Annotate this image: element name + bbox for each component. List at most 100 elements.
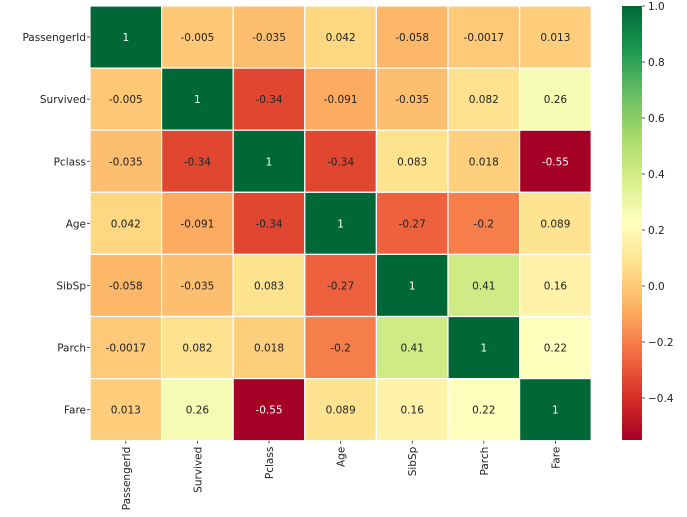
cell-value-label: -0.0017 [464, 32, 505, 44]
cell-value-label: 1 [552, 405, 559, 417]
cell-value-label: -0.55 [542, 156, 569, 168]
colorbar: 1.0 0.8 0.6 0.4 0.2 0.0 −0.2 −0.4 [622, 1, 674, 440]
cell-value-label: 0.089 [326, 405, 356, 417]
heatmap-cell [447, 378, 521, 442]
colorbar-tick-label: 0.0 [648, 281, 665, 293]
cell-value-label: 0.042 [111, 218, 141, 230]
x-tick-label: Fare [550, 447, 562, 469]
cell-value-label: 0.013 [111, 405, 141, 417]
heatmap-cell [161, 191, 234, 256]
x-tick-label: PassengerId [121, 447, 133, 511]
cell-value-label: -0.34 [184, 156, 211, 168]
colorbar-tick-label: −0.2 [648, 337, 674, 349]
heatmap-cell [518, 315, 592, 380]
cell-value-label: 1 [409, 280, 416, 292]
cell-value-label: 1 [337, 218, 344, 230]
heatmap-cell [89, 5, 163, 69]
cell-value-label: -0.34 [327, 156, 354, 168]
cell-value-label: 1 [480, 343, 487, 355]
cell-value-label: 1 [122, 32, 129, 44]
colorbar-tick-label: 0.6 [648, 113, 665, 125]
colorbar-tick-label: 0.8 [648, 57, 665, 69]
x-tick-label: Pclass [264, 447, 276, 479]
heatmap-cell [375, 67, 449, 131]
cell-value-label: 0.042 [326, 32, 356, 44]
colorbar-tick-label: 1.0 [648, 1, 665, 13]
y-tick-label: PassengerId [22, 32, 86, 44]
cell-value-label: -0.035 [252, 32, 286, 44]
cell-value-label: -0.058 [395, 32, 429, 44]
cell-value-label: -0.091 [324, 94, 358, 106]
heatmap-cell [89, 378, 163, 442]
heatmap-cell [161, 315, 234, 380]
heatmap-cell [232, 5, 306, 69]
heatmap-cell [375, 129, 449, 193]
cell-value-label: 0.22 [544, 343, 567, 355]
colorbar-gradient [622, 6, 642, 440]
colorbar-tick-label: 0.2 [648, 225, 665, 237]
cell-value-label: 0.16 [544, 280, 568, 292]
heatmap-cell [232, 378, 306, 442]
cell-value-label: 0.16 [401, 405, 425, 417]
cell-value-label: 0.082 [469, 94, 499, 106]
heatmap-cell-labels: 1 -0.005 -0.035 0.042 -0.058 -0.0017 0.013 -0.0… [106, 32, 571, 417]
heatmap-cell [304, 129, 377, 193]
cell-value-label: 0.22 [472, 405, 495, 417]
cell-value-label: 1 [266, 156, 273, 168]
heatmap-cell [518, 129, 592, 193]
cell-value-label: -0.2 [474, 218, 495, 230]
heatmap-cell [304, 378, 377, 442]
heatmap-cell [89, 315, 163, 380]
cell-value-label: -0.035 [109, 156, 143, 168]
heatmap-cell [232, 129, 306, 193]
y-tick-label: Pclass [54, 156, 86, 168]
heatmap-cell [304, 315, 377, 380]
y-tick-label: Fare [64, 405, 86, 417]
heatmap-cell [89, 253, 163, 318]
cell-value-label: -0.035 [395, 94, 429, 106]
heatmap-cell [375, 378, 449, 442]
cell-value-label: 0.26 [186, 405, 210, 417]
cell-value-label: -0.34 [255, 94, 282, 106]
y-tick-label: SibSp [56, 280, 86, 292]
cell-value-label: -0.0017 [106, 343, 147, 355]
heatmap-cell [518, 378, 592, 442]
x-tick-label: Age [336, 447, 348, 467]
x-tick-label: SibSp [407, 446, 419, 476]
cell-value-label: 1 [194, 94, 201, 106]
x-tick-label: Survived [192, 447, 204, 493]
cell-value-label: -0.091 [180, 218, 214, 230]
heatmap-cell [518, 191, 592, 256]
cell-value-label: -0.27 [399, 218, 426, 230]
colorbar-tick-label: 0.4 [648, 169, 665, 181]
cell-value-label: 0.082 [182, 343, 212, 355]
x-tick-labels: PassengerId Survived Pclass Age SibSp Parch Fa… [121, 440, 562, 511]
heatmap-cell [232, 253, 306, 318]
cell-value-label: 0.089 [540, 218, 570, 230]
cell-value-label: -0.34 [255, 218, 282, 230]
cell-value-label: -0.27 [327, 280, 354, 292]
heatmap-cell [447, 129, 521, 193]
heatmap-cell [518, 67, 592, 131]
cell-value-label: 0.013 [540, 32, 570, 44]
cell-value-label: 0.26 [544, 94, 568, 106]
cell-value-label: -0.2 [330, 343, 351, 355]
heatmap-cell [447, 5, 521, 69]
y-tick-label: Parch [57, 343, 86, 355]
cell-value-label: 0.018 [254, 343, 284, 355]
heatmap-cell [375, 315, 449, 380]
heatmap-cell [232, 67, 306, 131]
x-tick-label: Parch [479, 447, 491, 476]
heatmap-cell [89, 191, 163, 256]
cell-value-label: 0.41 [401, 343, 424, 355]
cell-value-label: 0.018 [469, 156, 499, 168]
y-tick-label: Age [66, 218, 86, 230]
cell-value-label: 0.41 [472, 280, 495, 292]
cell-value-label: -0.55 [255, 405, 282, 417]
heatmap-cell [447, 191, 521, 256]
cell-value-label: 0.083 [397, 156, 427, 168]
cell-value-label: -0.005 [109, 94, 143, 106]
cell-value-label: -0.035 [180, 280, 214, 292]
cell-value-label: -0.058 [109, 280, 143, 292]
